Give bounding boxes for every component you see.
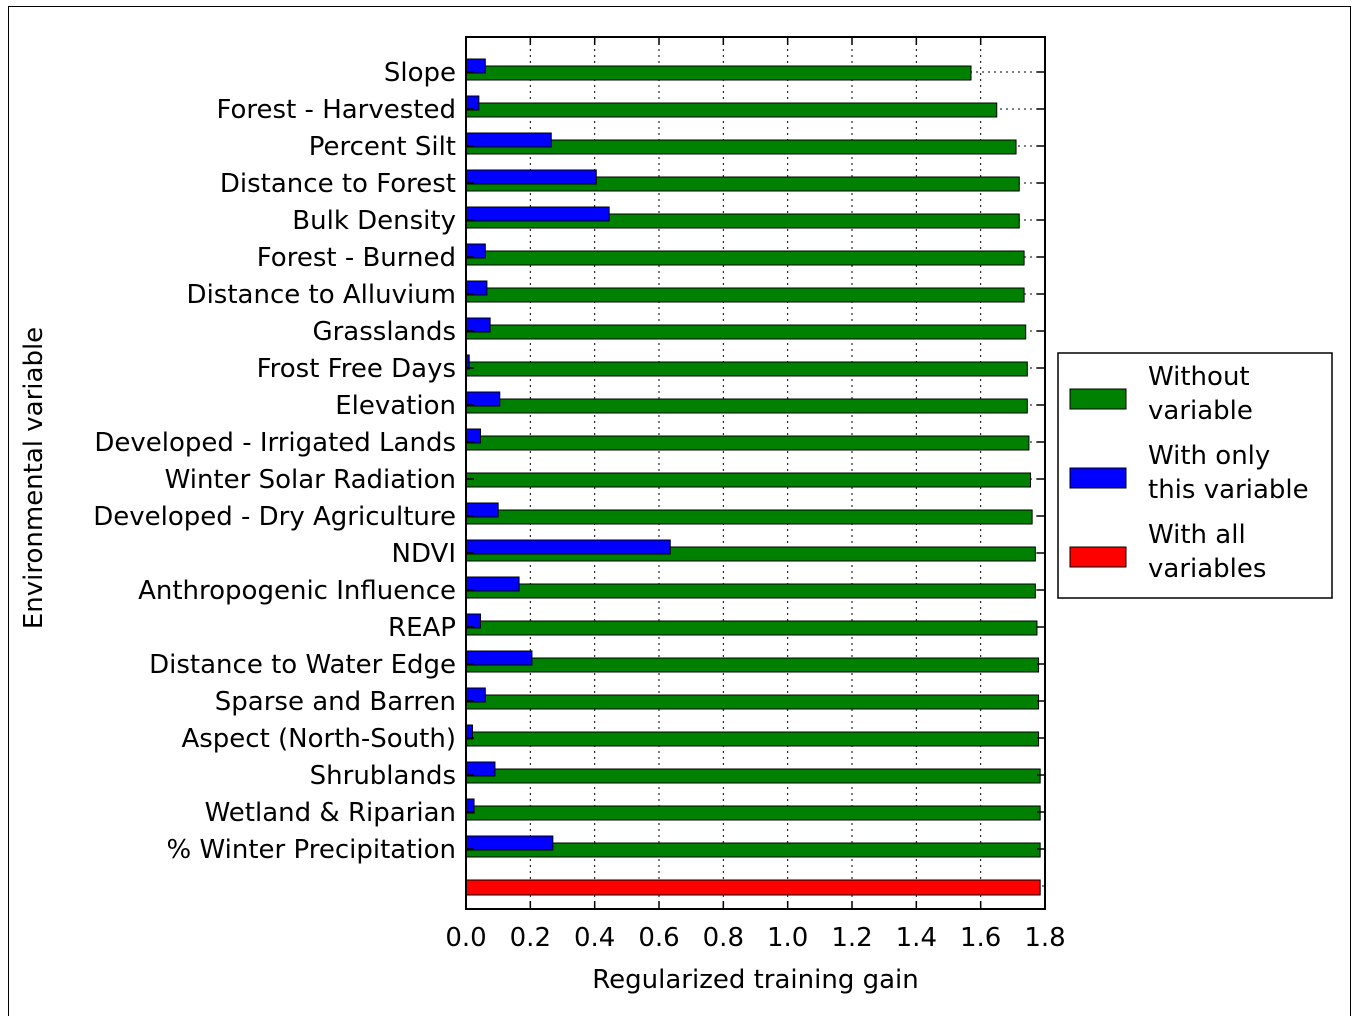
bar-without-variable xyxy=(465,250,1025,266)
bar-without-variable xyxy=(465,620,1038,636)
bar-without-variable xyxy=(465,102,998,118)
legend-swatch xyxy=(1069,546,1127,568)
bar-only-this-variable xyxy=(465,502,499,518)
bar-without-variable xyxy=(465,657,1040,673)
y-category-label: Winter Solar Radiation xyxy=(165,465,456,495)
y-category-label: Distance to Alluvium xyxy=(187,280,456,310)
bar-without-variable xyxy=(465,509,1033,525)
y-category-label: Forest - Harvested xyxy=(217,95,457,125)
y-category-label: Percent Silt xyxy=(309,132,456,162)
bar-only-this-variable xyxy=(465,835,554,851)
y-category-label: Bulk Density xyxy=(292,206,456,236)
legend: Without variable With only this variable Wit… xyxy=(1057,352,1333,599)
bar-only-this-variable xyxy=(465,169,597,185)
y-category-label: NDVI xyxy=(392,539,456,569)
bar-without-variable xyxy=(465,287,1025,303)
bar-without-variable xyxy=(465,731,1040,747)
y-category-label: % Winter Precipitation xyxy=(167,835,456,865)
bars xyxy=(465,58,1041,896)
bar-without-variable xyxy=(465,324,1027,340)
y-category-label: Anthropogenic Influence xyxy=(138,576,456,606)
bar-without-variable xyxy=(465,583,1036,599)
x-tick-label: 1.0 xyxy=(767,923,808,953)
bar-without-variable xyxy=(465,398,1028,414)
y-category-label: Distance to Water Edge xyxy=(149,650,456,680)
bar-without-variable xyxy=(465,805,1041,821)
x-tick-label: 0.0 xyxy=(445,923,486,953)
y-category-label: Forest - Burned xyxy=(257,243,456,273)
y-category-label: Aspect (North-South) xyxy=(181,724,456,754)
y-category-label: Wetland & Riparian xyxy=(205,798,456,828)
y-category-label: Slope xyxy=(384,58,456,88)
legend-label: With only this variable xyxy=(1148,441,1309,505)
y-axis-labels: Slope Forest - Harvested Percent Silt Dista… xyxy=(93,58,1045,865)
bar-without-variable xyxy=(465,472,1032,488)
bar-only-this-variable xyxy=(465,687,486,703)
y-category-label: REAP xyxy=(388,613,456,643)
x-tick-label: 1.2 xyxy=(831,923,872,953)
x-tick-label: 0.4 xyxy=(574,923,615,953)
x-tick-label: 1.6 xyxy=(960,923,1001,953)
bar-only-this-variable xyxy=(465,132,552,148)
x-tick-label: 1.8 xyxy=(1024,923,1065,953)
y-category-label: Shrublands xyxy=(310,761,456,791)
x-tick-label: 1.4 xyxy=(896,923,937,953)
figure-frame xyxy=(8,6,1351,1016)
x-tick-label: 0.8 xyxy=(703,923,744,953)
plot-area-border xyxy=(465,36,1046,910)
bar-only-this-variable xyxy=(465,576,520,592)
bar-only-this-variable xyxy=(465,317,491,333)
bar-without-variable xyxy=(465,435,1030,451)
y-category-label: Sparse and Barren xyxy=(215,687,456,717)
y-category-label: Developed - Irrigated Lands xyxy=(94,428,456,458)
x-axis-ticks: 0.0 0.2 0.4 0.6 0.8 1.0 1.2 1.4 1.6 1.8 xyxy=(445,37,1066,953)
bar-only-this-variable xyxy=(465,650,533,666)
y-axis-title: Environmental variable xyxy=(19,327,49,629)
x-axis-title: Regularized training gain xyxy=(592,965,919,995)
bar-all-variables xyxy=(465,879,1041,896)
x-tick-label: 0.2 xyxy=(510,923,551,953)
bar-only-this-variable xyxy=(465,280,488,296)
bar-only-this-variable xyxy=(465,243,486,259)
bar-only-this-variable xyxy=(465,761,496,777)
bar-without-variable xyxy=(465,361,1028,377)
bar-without-variable xyxy=(465,694,1040,710)
bar-only-this-variable xyxy=(465,428,481,444)
y-category-label: Grasslands xyxy=(312,317,456,347)
bar-only-this-variable xyxy=(465,613,481,629)
y-category-label: Developed - Dry Agriculture xyxy=(93,502,456,532)
legend-label: Without variable xyxy=(1148,362,1253,426)
y-category-label: Elevation xyxy=(335,391,456,421)
y-category-label: Distance to Forest xyxy=(220,169,456,199)
bar-only-this-variable xyxy=(465,391,501,407)
bar-only-this-variable xyxy=(465,798,475,814)
bar-only-this-variable xyxy=(465,206,610,222)
bar-without-variable xyxy=(465,768,1041,784)
bar-only-this-variable xyxy=(465,58,486,74)
legend-swatch xyxy=(1069,388,1127,410)
bar-only-this-variable xyxy=(465,95,480,111)
y-category-label: Frost Free Days xyxy=(257,354,456,384)
legend-label: With all variables xyxy=(1148,520,1266,584)
bar-only-this-variable xyxy=(465,539,671,555)
legend-swatch xyxy=(1069,467,1127,489)
x-tick-label: 0.6 xyxy=(638,923,679,953)
bar-without-variable xyxy=(465,65,972,81)
